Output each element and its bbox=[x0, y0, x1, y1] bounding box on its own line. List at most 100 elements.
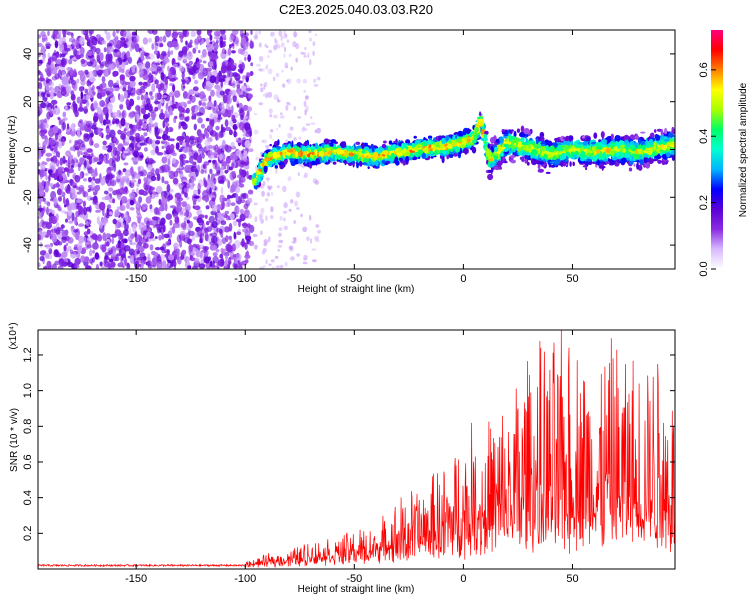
noise-speckle bbox=[53, 145, 58, 153]
noise-speckle bbox=[161, 196, 168, 206]
noise-speckle bbox=[101, 40, 107, 45]
noise-speckle bbox=[125, 214, 131, 223]
noise-speckle bbox=[140, 94, 144, 101]
noise-speckle bbox=[46, 260, 52, 269]
noise-speckle bbox=[205, 117, 210, 122]
noise-speckle bbox=[106, 111, 110, 118]
faint-speckle bbox=[258, 42, 262, 48]
noise-speckle bbox=[166, 242, 172, 246]
noise-speckle bbox=[81, 147, 88, 151]
faint-speckle bbox=[275, 265, 281, 269]
noise-speckle bbox=[78, 86, 84, 92]
faint-speckle bbox=[273, 76, 276, 82]
noise-speckle bbox=[150, 112, 157, 119]
faint-speckle bbox=[273, 114, 278, 119]
noise-speckle bbox=[235, 150, 242, 157]
noise-speckle bbox=[152, 220, 157, 225]
faint-speckle bbox=[276, 185, 280, 189]
noise-speckle bbox=[137, 245, 145, 253]
noise-speckle bbox=[48, 208, 53, 213]
noise-speckle bbox=[137, 165, 145, 172]
noise-speckle bbox=[60, 64, 66, 68]
ridge-speckle bbox=[399, 157, 403, 162]
faint-speckle bbox=[264, 66, 269, 70]
noise-speckle bbox=[59, 37, 66, 44]
noise-speckle bbox=[45, 152, 53, 157]
noise-speckle bbox=[147, 139, 151, 145]
noise-speckle bbox=[40, 129, 47, 134]
noise-speckle bbox=[200, 232, 205, 237]
noise-speckle bbox=[99, 177, 106, 186]
noise-speckle bbox=[242, 50, 249, 57]
noise-speckle bbox=[139, 142, 146, 146]
noise-speckle bbox=[192, 265, 198, 269]
ridge-speckle bbox=[664, 127, 668, 135]
noise-speckle bbox=[65, 160, 72, 167]
noise-speckle bbox=[223, 37, 227, 41]
noise-speckle bbox=[50, 66, 58, 75]
noise-speckle bbox=[219, 103, 225, 110]
noise-speckle bbox=[45, 45, 51, 50]
noise-speckle bbox=[236, 231, 242, 236]
noise-speckle bbox=[240, 37, 247, 46]
noise-speckle bbox=[215, 125, 220, 131]
noise-speckle bbox=[161, 95, 168, 98]
noise-speckle bbox=[228, 257, 232, 266]
noise-speckle bbox=[239, 199, 246, 203]
faint-speckle bbox=[275, 72, 280, 78]
noise-speckle bbox=[185, 209, 189, 218]
noise-speckle bbox=[136, 96, 141, 101]
noise-speckle bbox=[185, 40, 188, 46]
noise-speckle bbox=[167, 158, 171, 166]
noise-speckle bbox=[190, 30, 196, 37]
noise-speckle bbox=[127, 236, 133, 242]
noise-speckle bbox=[209, 113, 214, 120]
faint-speckle bbox=[262, 139, 267, 144]
noise-speckle bbox=[164, 110, 168, 118]
noise-speckle bbox=[154, 247, 161, 251]
noise-speckle bbox=[138, 196, 143, 204]
noise-speckle bbox=[42, 56, 45, 63]
noise-speckle bbox=[205, 205, 210, 210]
noise-speckle bbox=[121, 110, 125, 118]
noise-speckle bbox=[116, 206, 120, 211]
noise-speckle bbox=[232, 95, 237, 103]
noise-speckle bbox=[39, 255, 45, 262]
noise-speckle bbox=[106, 241, 110, 247]
noise-speckle bbox=[144, 147, 148, 152]
noise-speckle bbox=[137, 216, 142, 224]
noise-speckle bbox=[243, 150, 248, 159]
noise-speckle bbox=[214, 173, 218, 177]
faint-speckle bbox=[302, 78, 308, 84]
noise-speckle bbox=[112, 147, 117, 151]
noise-speckle bbox=[246, 106, 253, 112]
faint-speckle bbox=[308, 37, 313, 42]
faint-speckle bbox=[284, 46, 286, 53]
noise-speckle bbox=[150, 95, 154, 101]
faint-speckle bbox=[295, 43, 300, 50]
faint-speckle bbox=[260, 83, 263, 87]
noise-speckle bbox=[199, 238, 203, 244]
noise-speckle bbox=[112, 218, 117, 225]
noise-speckle bbox=[172, 177, 179, 185]
noise-speckle bbox=[142, 37, 149, 45]
noise-speckle bbox=[227, 180, 231, 189]
noise-speckle bbox=[58, 258, 65, 267]
noise-speckle bbox=[222, 145, 225, 151]
noise-speckle bbox=[109, 179, 117, 187]
noise-speckle bbox=[209, 168, 213, 175]
noise-speckle bbox=[214, 84, 221, 90]
noise-speckle bbox=[182, 91, 188, 99]
noise-speckle bbox=[44, 252, 50, 259]
noise-speckle bbox=[142, 81, 148, 86]
noise-speckle bbox=[199, 91, 206, 100]
noise-speckle bbox=[250, 30, 253, 35]
noise-speckle bbox=[47, 30, 50, 36]
noise-speckle bbox=[109, 64, 115, 71]
noise-speckle bbox=[208, 256, 212, 261]
noise-speckle bbox=[84, 225, 89, 229]
faint-speckle bbox=[303, 55, 308, 58]
noise-speckle bbox=[119, 85, 124, 90]
noise-speckle bbox=[162, 35, 167, 43]
faint-speckle bbox=[313, 78, 317, 83]
